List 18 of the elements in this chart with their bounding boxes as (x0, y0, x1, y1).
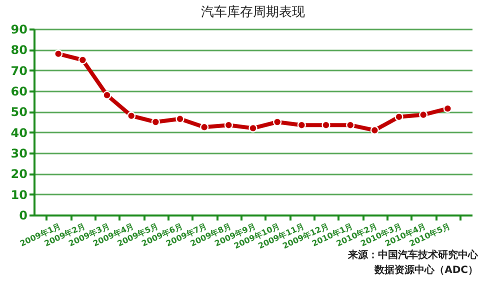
text: 数据资源中心（ADC） (373, 263, 478, 278)
y-tick-label: 30 (10, 146, 28, 160)
y-tick-label: 40 (10, 126, 28, 140)
point (273, 118, 282, 126)
point (394, 112, 404, 122)
point (102, 90, 112, 100)
y-tick-label: 20 (10, 167, 28, 182)
chart-title: 汽车库存周期表现 (201, 5, 305, 20)
y-tick-label: 50 (10, 105, 28, 120)
y-tick-label: 60 (10, 84, 28, 98)
y-tick-label: 10 (10, 188, 28, 202)
point (78, 56, 87, 64)
y-tick-label: 90 (10, 22, 28, 36)
y-tick-label: 80 (10, 43, 28, 58)
y-tick-label: 0 (19, 208, 28, 222)
y-tick-label: 70 (10, 64, 28, 78)
point (151, 118, 160, 126)
source-note: 来源：中国汽车技术研究中心 (348, 248, 478, 263)
